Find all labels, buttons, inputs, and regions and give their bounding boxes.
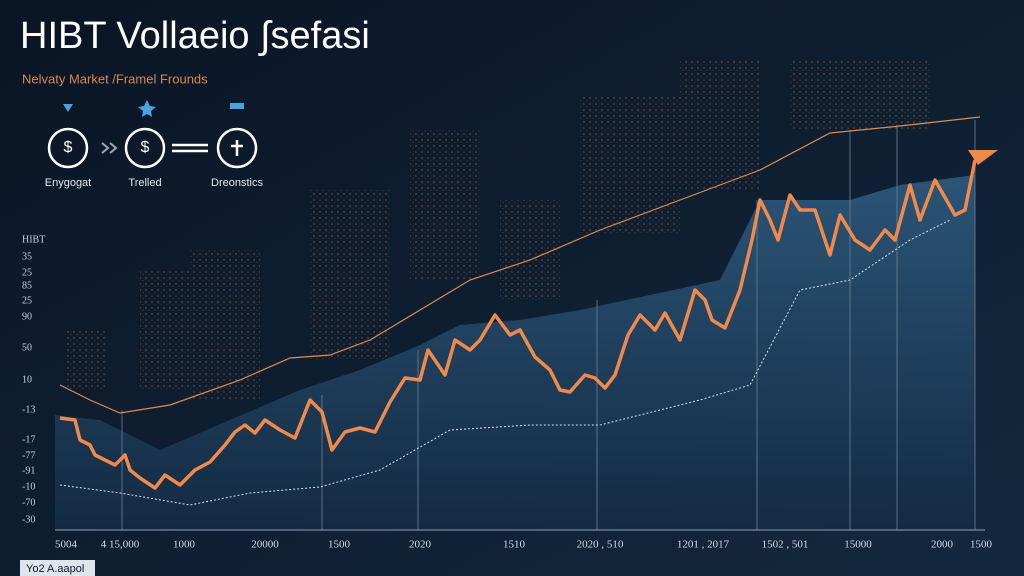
x-tick-label: 4 15,000 bbox=[101, 539, 140, 551]
y-tick-label: -70 bbox=[22, 497, 35, 508]
footer: Yo2 A.aapol bbox=[26, 563, 84, 575]
y-tick-label: 90 bbox=[22, 311, 32, 322]
x-tick-label: 20000 bbox=[251, 539, 279, 551]
arrow-head bbox=[968, 150, 998, 165]
dot-texture bbox=[65, 60, 930, 400]
dotted-line bbox=[59, 219, 951, 506]
x-tick-label: 1510 bbox=[503, 539, 526, 551]
y-tick-label: HIBT bbox=[22, 234, 45, 245]
y-tick-label: -77 bbox=[22, 450, 35, 461]
y-tick-label: 35 bbox=[22, 251, 32, 262]
y-tick-label: 10 bbox=[22, 374, 32, 385]
x-tick-label: 2000 bbox=[931, 539, 954, 551]
subtitle: Nelvaty Market /Framel Frounds bbox=[22, 71, 208, 86]
x-tick-label: 1500 bbox=[328, 539, 351, 551]
x-tick-label: 5004 bbox=[55, 539, 78, 551]
y-tick-label: -17 bbox=[22, 434, 35, 445]
step-label: Trelled bbox=[128, 177, 161, 189]
upper-line bbox=[59, 116, 981, 414]
x-tick-label: 1201 , 2017 bbox=[677, 539, 730, 551]
y-tick-label: 25 bbox=[22, 267, 32, 278]
footer-box bbox=[20, 560, 95, 576]
step-icons bbox=[47, 127, 258, 169]
title: HIBT Vollaeio ∫sefasi bbox=[20, 15, 370, 57]
y-tick-label: -10 bbox=[22, 481, 35, 492]
step-glyphs: $ $ bbox=[64, 139, 150, 156]
step-label: Dreonstics bbox=[211, 177, 263, 189]
svg-text:$: $ bbox=[141, 139, 150, 156]
step-top-icons bbox=[63, 100, 244, 117]
x-tick-label: 15000 bbox=[844, 539, 872, 551]
y-tick-label: -91 bbox=[22, 465, 35, 476]
x-tick-label: 1000 bbox=[173, 539, 196, 551]
x-tick-label: 2020 bbox=[409, 539, 432, 551]
y-tick-label: -13 bbox=[22, 404, 35, 415]
x-tick-label: 2020 , 510 bbox=[577, 539, 624, 551]
step-label: Enygogat bbox=[45, 177, 91, 189]
x-tick-label: 1500 bbox=[970, 539, 993, 551]
y-tick-label: -30 bbox=[22, 514, 35, 525]
y-tick-label: 85 bbox=[22, 280, 32, 291]
svg-text:$: $ bbox=[64, 139, 73, 156]
main-line bbox=[59, 159, 977, 490]
y-tick-label: 50 bbox=[22, 342, 32, 353]
x-tick-label: 1502 , 501 bbox=[762, 539, 809, 551]
y-tick-label: 25 bbox=[22, 295, 32, 306]
